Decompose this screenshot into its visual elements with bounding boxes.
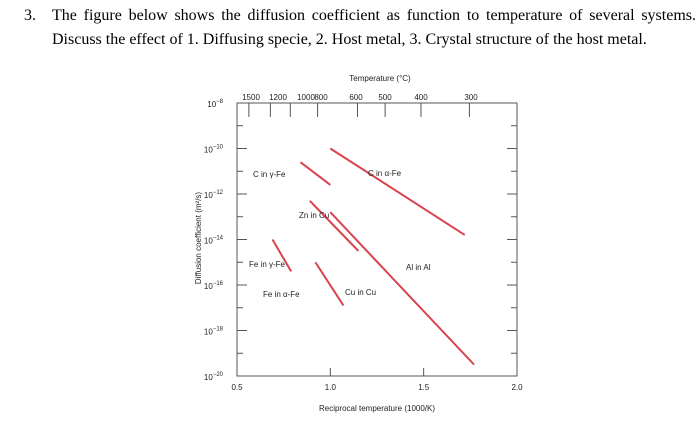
chart-marks (271, 147, 475, 366)
series-line-zn-in-cu (309, 200, 360, 252)
y-tick-label: 10−16 (204, 281, 224, 291)
y-tick-label: 10−18 (204, 327, 224, 337)
plot-area-border (236, 102, 518, 377)
top-tick-label: 800 (314, 93, 328, 102)
chart-frame (236, 102, 518, 377)
question-number: 3. (24, 7, 36, 24)
series-line-cu-in-cu (329, 211, 475, 366)
series-line-fe-in-fe (271, 238, 292, 272)
series-label-c-in-fe: C in α-Fe (368, 169, 402, 178)
series-line-c-in-fe (299, 161, 331, 186)
top-tick-label: 1500 (242, 93, 260, 102)
top-tick-label: 1000 (297, 93, 315, 102)
x-axis-title: Reciprocal temperature (1000/K) (319, 404, 435, 413)
series-label-al-in-al: Al in Al (406, 263, 431, 272)
y-tick-label: 10−20 (204, 372, 224, 382)
top-tick-label: 300 (464, 93, 478, 102)
y-axis-title: Diffusion coefficient (m²/s) (194, 192, 203, 285)
series-label-fe-in-fe: Fe in α-Fe (263, 290, 300, 299)
top-tick-label: 1200 (269, 93, 287, 102)
top-axis-title: Temperature (°C) (349, 74, 411, 83)
top-tick-label: 400 (414, 93, 428, 102)
x-tick-label: 2.0 (511, 383, 523, 392)
series-label-zn-in-cu: Zn in Cu (299, 211, 329, 220)
top-tick-label: 600 (349, 93, 363, 102)
series-line-fe-in-fe (314, 261, 345, 307)
chart-labels: 10−8 10−10 10−12 10−14 10−16 10−18 10−20 0.5 1.0… (194, 74, 523, 413)
x-tick-label: 1.5 (418, 383, 430, 392)
series-line-c-in-fe (329, 147, 466, 236)
top-tick-label: 500 (378, 93, 392, 102)
x-tick-label: 1.0 (325, 383, 337, 392)
question-text: The figure below shows the diffusion coe… (52, 7, 696, 48)
series-label-c-in-fe: C in γ-Fe (253, 170, 286, 179)
y-tick-label: 10−10 (204, 145, 224, 155)
series-label-fe-in-fe: Fe in γ-Fe (249, 260, 286, 269)
y-tick-label: 10−14 (204, 236, 224, 246)
series-label-cu-in-cu: Cu in Cu (345, 288, 376, 297)
y-tick-label: 10−12 (204, 190, 224, 200)
y-tick-label: 10−8 (207, 99, 223, 109)
x-tick-label: 0.5 (231, 383, 243, 392)
